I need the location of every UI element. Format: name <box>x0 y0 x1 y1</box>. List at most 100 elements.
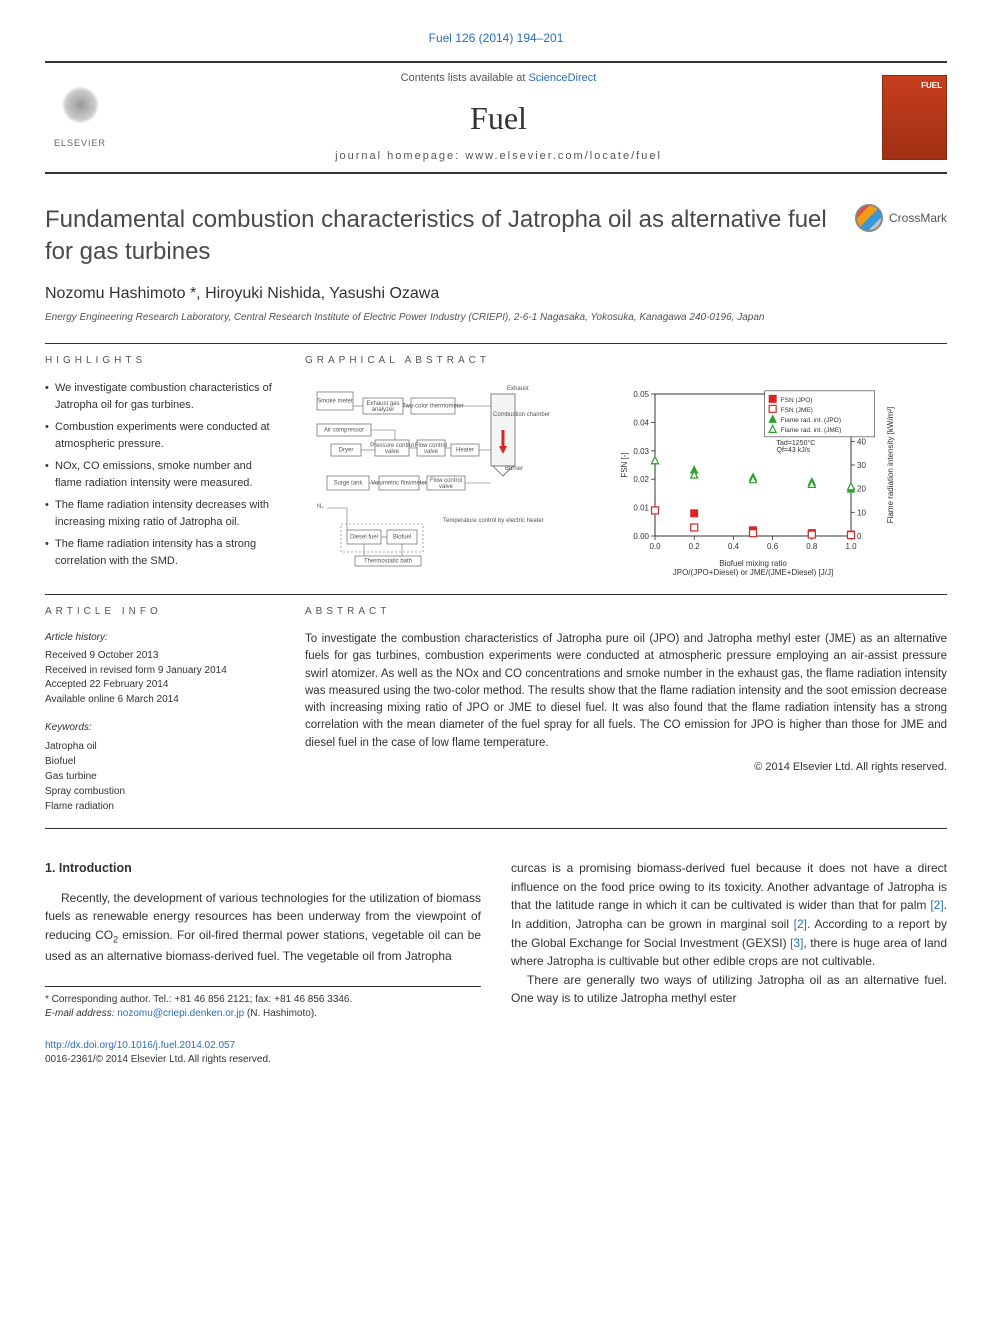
crossmark-badge[interactable]: CrossMark <box>855 204 947 232</box>
svg-text:Smoke meter: Smoke meter <box>317 399 353 405</box>
results-chart: 0.0 0.2 0.4 0.6 0.8 1.0 0.00 0.01 0.02 0.03 0.04 0.… <box>613 380 903 580</box>
email-label: E-mail address: <box>45 1008 117 1019</box>
email-link[interactable]: nozomu@criepi.denken.or.jp <box>117 1008 244 1019</box>
p2a: curcas is a promising biomass-derived fu… <box>511 861 947 912</box>
divider <box>45 828 947 829</box>
svg-text:0.05: 0.05 <box>633 390 649 399</box>
svg-text:Dryer: Dryer <box>339 448 354 454</box>
affiliation: Energy Engineering Research Laboratory, … <box>45 311 947 325</box>
history-line: Received in revised form 9 January 2014 <box>45 664 275 679</box>
corresponding-author: * Corresponding author. Tel.: +81 46 856… <box>45 993 481 1007</box>
elsevier-logo: ELSEVIER <box>45 78 115 158</box>
svg-text:Flame rad. int. (JME): Flame rad. int. (JME) <box>781 427 842 434</box>
svg-text:Biofuel mixing ratioJPO/(JPO+D: Biofuel mixing ratioJPO/(JPO+Diesel) or … <box>673 559 833 577</box>
footnote-block: * Corresponding author. Tel.: +81 46 856… <box>45 986 481 1021</box>
svg-text:0.2: 0.2 <box>689 542 701 551</box>
svg-text:Exhaust: Exhaust <box>507 386 529 392</box>
keyword: Spray combustion <box>45 784 275 799</box>
svg-text:0.4: 0.4 <box>728 542 740 551</box>
svg-text:Burner: Burner <box>505 466 523 472</box>
svg-text:Biofuel: Biofuel <box>393 535 411 541</box>
footer-bar: http://dx.doi.org/10.1016/j.fuel.2014.02… <box>45 1039 947 1067</box>
elsevier-tree-icon <box>58 85 103 135</box>
sciencedirect-link[interactable]: ScienceDirect <box>528 72 596 84</box>
highlight-item: We investigate combustion characteristic… <box>45 380 275 413</box>
intro-p2: curcas is a promising biomass-derived fu… <box>511 859 947 971</box>
svg-text:Diesel fuel: Diesel fuel <box>350 535 378 541</box>
keywords-heading: Keywords: <box>45 721 275 735</box>
divider <box>45 343 947 344</box>
svg-text:0.01: 0.01 <box>633 504 649 513</box>
svg-text:0.0: 0.0 <box>649 542 661 551</box>
svg-text:40: 40 <box>857 437 866 446</box>
svg-text:1.0: 1.0 <box>845 542 857 551</box>
body-columns: 1. Introduction Recently, the developmen… <box>45 859 947 1020</box>
svg-text:0.8: 0.8 <box>806 542 818 551</box>
history-line: Received 9 October 2013 <box>45 649 275 664</box>
svg-text:0.04: 0.04 <box>633 419 649 428</box>
keyword: Jatropha oil <box>45 739 275 754</box>
journal-name: Fuel <box>115 96 882 141</box>
homepage-line: journal homepage: www.elsevier.com/locat… <box>115 149 882 164</box>
ref-link-3[interactable]: [3] <box>790 936 803 950</box>
crossmark-label: CrossMark <box>889 210 947 227</box>
svg-text:10: 10 <box>857 508 866 517</box>
abstract-text: To investigate the combustion characteri… <box>305 631 947 752</box>
ref-link-2b[interactable]: [2] <box>794 917 807 931</box>
highlight-item: NOx, CO emissions, smoke number and flam… <box>45 458 275 491</box>
history-line: Available online 6 March 2014 <box>45 693 275 708</box>
homepage-prefix: journal homepage: <box>335 150 465 162</box>
contents-prefix: Contents lists available at <box>401 72 529 84</box>
svg-text:20: 20 <box>857 485 866 494</box>
svg-text:Flame rad. int. (JPO): Flame rad. int. (JPO) <box>781 417 841 424</box>
email-line: E-mail address: nozomu@criepi.denken.or.… <box>45 1007 481 1021</box>
svg-text:0.00: 0.00 <box>633 532 649 541</box>
intro-p1: Recently, the development of various tec… <box>45 889 481 966</box>
intro-heading: 1. Introduction <box>45 859 481 878</box>
highlights-label: HIGHLIGHTS <box>45 354 275 368</box>
highlights-list: We investigate combustion characteristic… <box>45 380 275 569</box>
contents-line: Contents lists available at ScienceDirec… <box>115 71 882 86</box>
svg-text:Volumetric flowmeter: Volumetric flowmeter <box>371 481 427 487</box>
svg-text:FSN (JME): FSN (JME) <box>781 407 813 414</box>
ref-link-2[interactable]: [2] <box>930 898 943 912</box>
svg-text:0: 0 <box>857 532 862 541</box>
svg-text:FSN [-]: FSN [-] <box>620 452 629 477</box>
header-center: Contents lists available at ScienceDirec… <box>115 71 882 165</box>
highlight-item: The flame radiation intensity decreases … <box>45 497 275 530</box>
doi-link[interactable]: http://dx.doi.org/10.1016/j.fuel.2014.02… <box>45 1040 235 1051</box>
copyright-line: © 2014 Elsevier Ltd. All rights reserved… <box>305 760 947 775</box>
abstract-label: ABSTRACT <box>305 605 947 619</box>
authors-line: Nozomu Hashimoto *, Hiroyuki Nishida, Ya… <box>45 283 947 305</box>
svg-text:0.6: 0.6 <box>767 542 779 551</box>
svg-text:Flame radiation intensity [kW/: Flame radiation intensity [kW/m²] <box>886 407 895 523</box>
authors-text: Nozomu Hashimoto *, Hiroyuki Nishida, Ya… <box>45 285 439 302</box>
graphical-abstract: Smoke meterExhaust gasanalyzerTwo-color … <box>305 380 947 580</box>
keyword: Biofuel <box>45 754 275 769</box>
homepage-url: www.elsevier.com/locate/fuel <box>465 150 662 162</box>
svg-text:Tad=1250°CQf=43 kJ/s: Tad=1250°CQf=43 kJ/s <box>777 439 816 454</box>
email-suffix: (N. Hashimoto). <box>244 1008 317 1019</box>
crossmark-icon <box>855 204 883 232</box>
issn-copyright: 0016-2361/© 2014 Elsevier Ltd. All right… <box>45 1054 271 1065</box>
svg-text:0.03: 0.03 <box>633 447 649 456</box>
intro-p3: There are generally two ways of utilizin… <box>511 971 947 1008</box>
svg-text:Air compressor: Air compressor <box>324 428 364 434</box>
journal-header: ELSEVIER Contents lists available at Sci… <box>45 61 947 175</box>
svg-text:30: 30 <box>857 461 866 470</box>
divider <box>45 594 947 595</box>
experimental-setup-diagram: Smoke meterExhaust gasanalyzerTwo-color … <box>305 380 605 580</box>
history-line: Accepted 22 February 2014 <box>45 678 275 693</box>
article-info-label: ARTICLE INFO <box>45 605 275 619</box>
article-title: Fundamental combustion characteristics o… <box>45 204 835 266</box>
svg-text:N₂: N₂ <box>317 504 324 510</box>
svg-text:Temperature control by electri: Temperature control by electric heater <box>443 518 544 524</box>
svg-text:Thermostatic bath: Thermostatic bath <box>364 559 412 565</box>
journal-cover-thumbnail: FUEL <box>882 75 947 160</box>
svg-text:FSN (JPO): FSN (JPO) <box>781 397 813 404</box>
svg-text:Heater: Heater <box>456 448 474 454</box>
svg-text:0.02: 0.02 <box>633 475 649 484</box>
highlight-item: Combustion experiments were conducted at… <box>45 419 275 452</box>
keywords-list: Jatropha oil Biofuel Gas turbine Spray c… <box>45 739 275 814</box>
svg-text:Combustion chamber: Combustion chamber <box>493 412 550 418</box>
